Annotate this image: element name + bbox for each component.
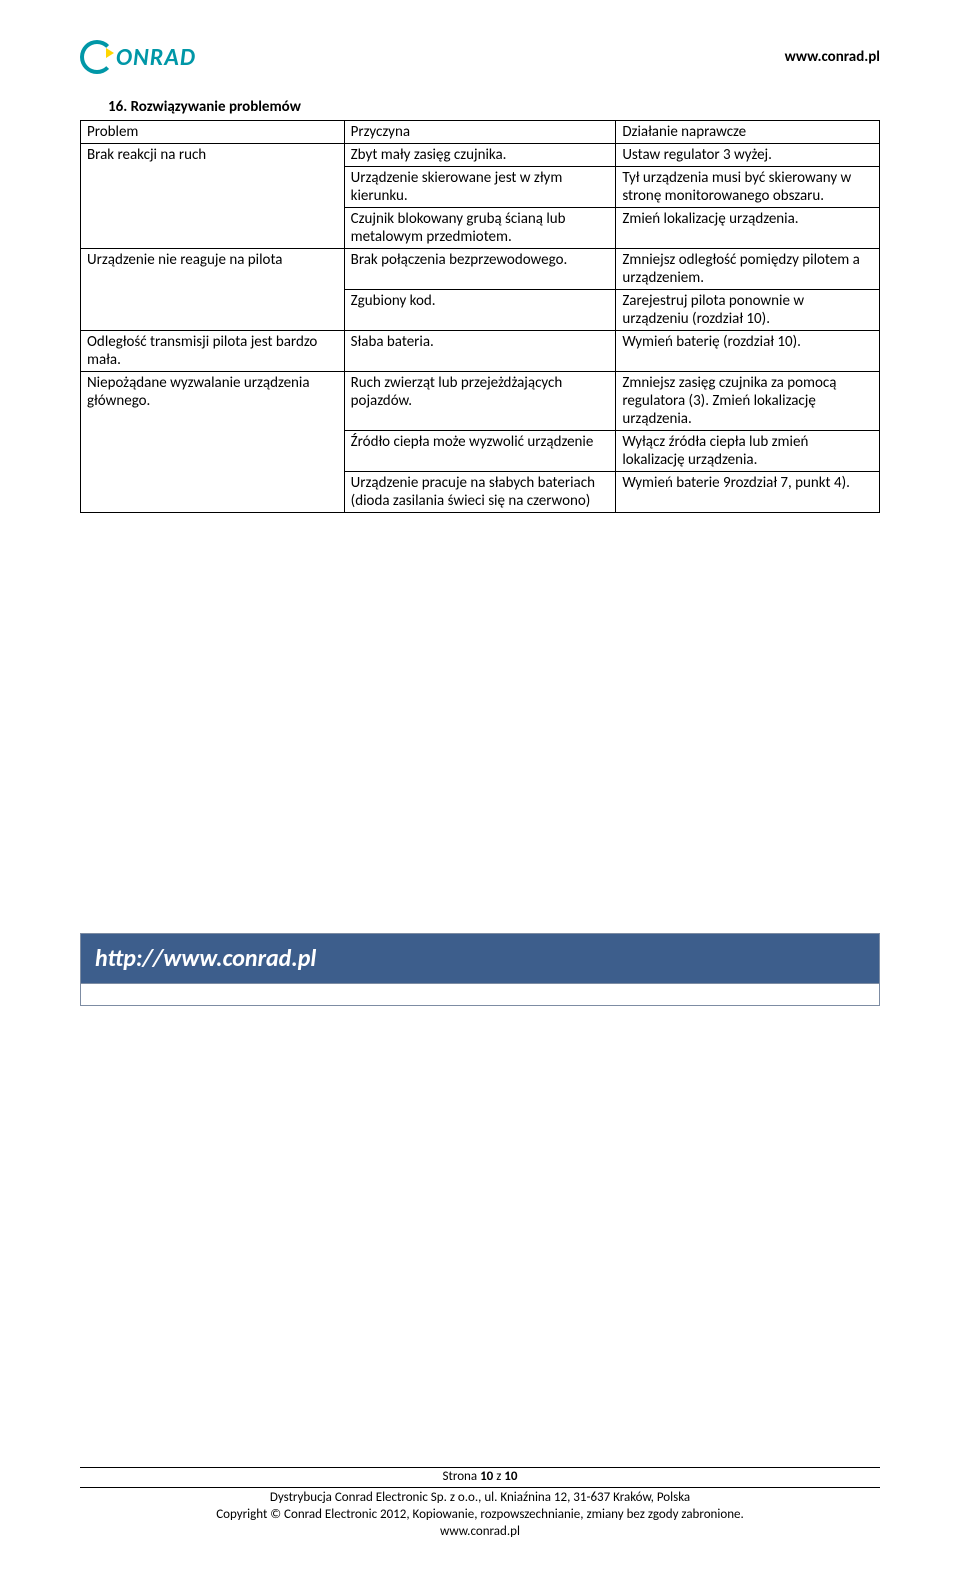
cell-problem-empty — [81, 167, 345, 208]
page-total: 10 — [504, 1469, 517, 1484]
cell-problem: Brak reakcji na ruch — [81, 144, 345, 167]
table-header-row: Problem Przyczyna Działanie naprawcze — [81, 121, 880, 144]
link-url[interactable]: http://www.conrad.pl — [95, 944, 316, 973]
link-box: http://www.conrad.pl — [81, 934, 879, 983]
table-row: Urządzenie nie reaguje na pilota Brak po… — [81, 249, 880, 290]
cell-cause: Brak połączenia bezprzewodowego. — [344, 249, 616, 290]
header-url: www.conrad.pl — [785, 48, 880, 66]
cell-cause: Urządzenie skierowane jest w złym kierun… — [344, 167, 616, 208]
table-row: Odległość transmisji pilota jest bardzo … — [81, 331, 880, 372]
cell-action: Wymień baterie 9rozdział 7, punkt 4). — [616, 472, 880, 513]
footer-line-2: Copyright © Conrad Electronic 2012, Kopi… — [80, 1507, 880, 1524]
th-action: Działanie naprawcze — [616, 121, 880, 144]
cell-action: Tył urządzenia musi być skierowany w str… — [616, 167, 880, 208]
table-row: Zgubiony kod. Zarejestruj pilota ponowni… — [81, 290, 880, 331]
page-current: 10 — [480, 1469, 493, 1484]
link-box-container: http://www.conrad.pl — [80, 933, 880, 1006]
footer-line-3: www.conrad.pl — [80, 1524, 880, 1541]
cell-action: Zmniejsz zasięg czujnika za pomocą regul… — [616, 372, 880, 431]
cell-cause: Ruch zwierząt lub przejeżdżających pojaz… — [344, 372, 616, 431]
cell-cause: Źródło ciepła może wyzwolić urządzenie — [344, 431, 616, 472]
cell-action: Zmniejsz odległość pomiędzy pilotem a ur… — [616, 249, 880, 290]
cell-cause: Urządzenie pracuje na słabych bateriach … — [344, 472, 616, 513]
th-cause: Przyczyna — [344, 121, 616, 144]
cell-problem-empty — [81, 431, 345, 472]
th-problem: Problem — [81, 121, 345, 144]
table-row: Niepożądane wyzwalanie urządzenia główne… — [81, 372, 880, 431]
table-row: Czujnik blokowany grubą ścianą lub metal… — [81, 208, 880, 249]
logo: ONRAD — [80, 40, 196, 74]
cell-action: Zmień lokalizację urządzenia. — [616, 208, 880, 249]
cell-cause: Zbyt mały zasięg czujnika. — [344, 144, 616, 167]
cell-action: Wyłącz źródła ciepła lub zmień lokalizac… — [616, 431, 880, 472]
cell-problem: Urządzenie nie reaguje na pilota — [81, 249, 345, 290]
table-row: Urządzenie skierowane jest w złym kierun… — [81, 167, 880, 208]
cell-problem-empty — [81, 290, 345, 331]
page-footer: Strona 10 z 10 Dystrybucja Conrad Electr… — [80, 1467, 880, 1541]
cell-action: Ustaw regulator 3 wyżej. — [616, 144, 880, 167]
link-box-empty — [81, 984, 880, 1006]
cell-problem-empty — [81, 472, 345, 513]
cell-cause: Zgubiony kod. — [344, 290, 616, 331]
cell-problem: Niepożądane wyzwalanie urządzenia główne… — [81, 372, 345, 431]
logo-c-icon — [80, 40, 114, 74]
troubleshooting-table: Problem Przyczyna Działanie naprawcze Br… — [80, 120, 880, 513]
cell-cause: Słaba bateria. — [344, 331, 616, 372]
document-page: ONRAD www.conrad.pl 16. Rozwiązywanie pr… — [0, 0, 960, 1571]
section-heading: 16. Rozwiązywanie problemów — [108, 98, 880, 116]
cell-action: Zarejestruj pilota ponownie w urządzeniu… — [616, 290, 880, 331]
table-row: Brak reakcji na ruch Zbyt mały zasięg cz… — [81, 144, 880, 167]
table-row: Źródło ciepła może wyzwolić urządzenie W… — [81, 431, 880, 472]
cell-problem-empty — [81, 208, 345, 249]
cell-problem: Odległość transmisji pilota jest bardzo … — [81, 331, 345, 372]
table-row: Urządzenie pracuje na słabych bateriach … — [81, 472, 880, 513]
cell-action: Wymień baterię (rozdział 10). — [616, 331, 880, 372]
page-number: Strona 10 z 10 — [80, 1467, 880, 1488]
cell-cause: Czujnik blokowany grubą ścianą lub metal… — [344, 208, 616, 249]
logo-text: ONRAD — [116, 43, 196, 72]
footer-line-1: Dystrybucja Conrad Electronic Sp. z o.o.… — [80, 1490, 880, 1507]
page-header: ONRAD www.conrad.pl — [80, 40, 880, 74]
